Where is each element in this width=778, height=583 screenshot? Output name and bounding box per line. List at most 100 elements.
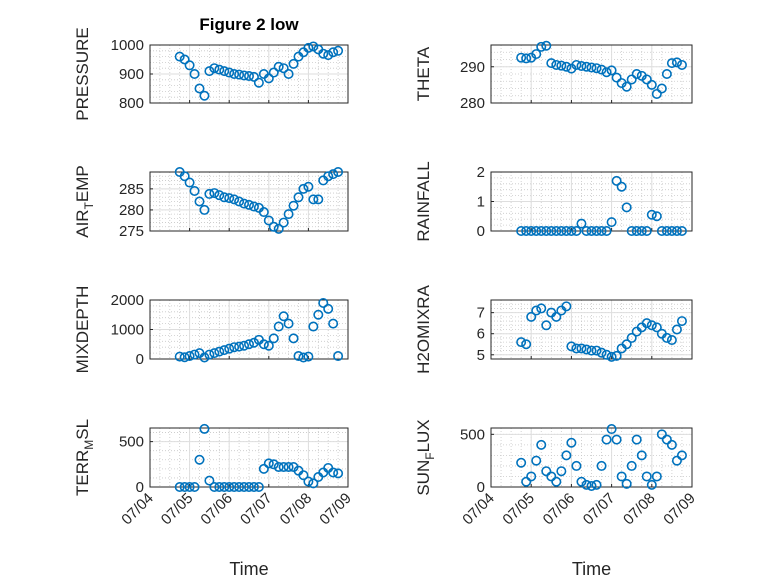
data-point [551, 476, 562, 487]
data-point [318, 48, 329, 59]
data-point [561, 301, 572, 312]
data-point [571, 59, 582, 70]
data-point [641, 74, 652, 85]
data-point [318, 297, 329, 308]
data-point [571, 343, 582, 354]
data-point [586, 480, 597, 491]
data-point [293, 351, 304, 362]
data-point [224, 67, 235, 78]
data-point [591, 226, 602, 237]
data-point [248, 337, 259, 348]
data-point [516, 226, 527, 237]
data-point [536, 439, 547, 450]
data-point [219, 66, 230, 77]
data-point [328, 169, 339, 180]
data-point [258, 207, 269, 218]
data-point [278, 217, 289, 228]
data-point [209, 348, 220, 359]
data-point [656, 83, 667, 94]
data-point [263, 73, 274, 84]
panel-theta: 280 290 THETA [414, 40, 693, 112]
data-point [631, 226, 642, 237]
data-point [248, 201, 259, 212]
data-point [333, 351, 344, 362]
data-point [676, 226, 687, 237]
y-tick-label: 2 [477, 164, 485, 181]
data-point [631, 69, 642, 80]
data-point [661, 69, 672, 80]
data-point [596, 347, 607, 358]
data-point [313, 309, 324, 320]
y-tick-label: 0 [477, 223, 485, 240]
data-point [268, 333, 279, 344]
data-point [204, 188, 215, 199]
y-tick-label: 800 [119, 95, 144, 112]
y-tick-label: 6 [477, 326, 485, 343]
data-point [586, 226, 597, 237]
data-point [626, 332, 637, 343]
data-point [199, 352, 210, 363]
data-point [676, 316, 687, 327]
y-tick-label: 2000 [111, 292, 144, 309]
data-point [591, 345, 602, 356]
data-point [214, 64, 225, 75]
y-tick-label: 1000 [111, 37, 144, 54]
data-point [626, 74, 637, 85]
data-point [621, 478, 632, 489]
data-point [184, 177, 195, 188]
panel-air-temp: 275 280 285 AIRTEMP [73, 165, 349, 240]
y-axis-label: THETA [414, 46, 433, 101]
data-point [651, 88, 662, 99]
data-point [606, 217, 617, 228]
data-point [189, 481, 200, 492]
data-point [536, 41, 547, 52]
x-tick-label: 07/07 [580, 490, 619, 529]
data-point [328, 318, 339, 329]
data-point [661, 332, 672, 343]
data-point [546, 226, 557, 237]
y-tick-label: 290 [460, 59, 485, 76]
data-point [219, 345, 230, 356]
data-point [646, 209, 657, 220]
data-point [298, 470, 309, 481]
data-point [556, 60, 567, 71]
data-point [596, 226, 607, 237]
data-point [239, 70, 250, 81]
y-tick-label: 900 [119, 66, 144, 83]
data-point [219, 192, 230, 203]
data-point [536, 226, 547, 237]
data-point [656, 429, 667, 440]
data-point [526, 226, 537, 237]
data-point [248, 71, 259, 82]
data-point [278, 462, 289, 473]
data-point [298, 183, 309, 194]
data-point [214, 190, 225, 201]
data-point [526, 311, 537, 322]
data-point [586, 345, 597, 356]
data-point [536, 303, 547, 314]
data-point [303, 351, 314, 362]
chart-title: Figure 2 low [199, 15, 299, 34]
data-point [268, 459, 279, 470]
data-point [591, 479, 602, 490]
data-point [303, 42, 314, 53]
x-tick-label: 07/09 [316, 490, 355, 529]
data-point [631, 434, 642, 445]
data-point [516, 337, 527, 348]
y-axis-label: SUNFLUX [414, 419, 437, 495]
data-point [209, 481, 220, 492]
x-tick-label: 07/06 [540, 490, 579, 529]
x-axis-label: Time [572, 559, 611, 579]
data-point [651, 211, 662, 222]
data-point [258, 463, 269, 474]
data-point [323, 303, 334, 314]
data-point [581, 344, 592, 355]
data-point [239, 340, 250, 351]
data-point [333, 45, 344, 56]
data-point [671, 57, 682, 68]
data-point [184, 60, 195, 71]
data-point [621, 339, 632, 350]
data-point [239, 481, 250, 492]
data-point [244, 339, 255, 350]
